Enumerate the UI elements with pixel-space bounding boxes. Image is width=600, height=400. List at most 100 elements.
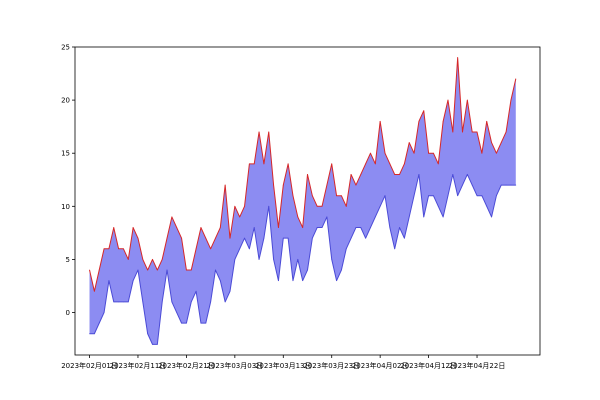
upper-data-point (491, 142, 492, 143)
upper-data-point (413, 152, 415, 154)
upper-data-point (190, 269, 192, 271)
y-tick-label: 10 (61, 203, 70, 211)
lower-data-point (500, 184, 502, 186)
upper-data-point (345, 205, 347, 207)
lower-data-point (224, 301, 226, 303)
x-tick-label: 2023年04月02日 (352, 361, 409, 370)
lower-data-point (161, 301, 163, 303)
lower-data-point (447, 195, 449, 197)
lower-data-point (496, 195, 497, 197)
upper-data-point (481, 152, 483, 154)
upper-data-point (302, 227, 304, 228)
lower-data-point (316, 227, 318, 228)
lower-data-point (399, 227, 400, 228)
y-tick-label: 15 (61, 150, 70, 158)
lower-data-point (278, 280, 279, 282)
x-tick-label: 2023年02月21日 (158, 361, 215, 370)
lower-data-point (219, 280, 221, 282)
upper-data-point (336, 195, 337, 197)
lower-data-point (355, 227, 357, 228)
lower-data-point (190, 301, 192, 303)
upper-data-point (166, 237, 168, 239)
lower-data-point (403, 237, 405, 239)
upper-data-point (263, 163, 265, 165)
lower-data-point (142, 301, 144, 303)
upper-data-point (186, 269, 187, 271)
upper-data-point (496, 152, 497, 154)
lower-data-point (510, 184, 512, 186)
lower-data-point (93, 333, 95, 335)
lower-data-point (515, 184, 517, 186)
lower-data-point (108, 280, 110, 282)
lower-data-point (491, 216, 492, 218)
lower-data-point (476, 195, 478, 197)
lower-data-point (394, 248, 396, 250)
upper-data-point (234, 205, 236, 207)
x-tick-label: 2023年02月11日 (110, 361, 167, 370)
lower-data-point (282, 237, 284, 239)
lower-data-point (307, 269, 308, 271)
x-tick-label: 2023年03月03日 (207, 361, 264, 370)
upper-data-point (433, 152, 434, 154)
upper-data-point (147, 269, 149, 271)
lower-data-point (176, 312, 178, 313)
upper-data-point (268, 131, 270, 133)
upper-data-point (379, 120, 381, 122)
lower-data-point (350, 237, 352, 239)
upper-data-point (273, 184, 274, 186)
upper-data-point (103, 248, 105, 250)
lower-data-point (437, 205, 439, 207)
upper-data-point (239, 216, 241, 218)
lower-series-points (89, 174, 517, 345)
upper-data-point (181, 237, 182, 239)
lower-data-point (365, 237, 367, 239)
upper-data-point (500, 142, 502, 143)
upper-data-point (307, 174, 308, 175)
upper-data-point (176, 227, 178, 228)
upper-data-point (297, 216, 299, 218)
upper-data-point (442, 120, 444, 122)
upper-data-point (118, 248, 119, 250)
upper-data-point (195, 248, 197, 250)
upper-data-point (326, 184, 328, 186)
upper-data-point (127, 259, 129, 260)
upper-series-points (89, 57, 517, 292)
upper-data-point (152, 259, 153, 260)
lower-data-point (113, 301, 115, 303)
upper-data-point (505, 131, 507, 133)
lower-data-point (418, 174, 420, 175)
upper-data-point (215, 237, 216, 239)
upper-data-point (98, 269, 100, 271)
lower-data-point (413, 195, 415, 197)
upper-data-point (374, 163, 376, 165)
fill-between-region (89, 57, 516, 345)
upper-data-point (137, 237, 139, 239)
upper-data-point (476, 131, 478, 133)
lower-data-point (273, 259, 274, 260)
upper-data-point (457, 57, 459, 59)
lower-data-point (457, 195, 459, 197)
upper-data-point (200, 227, 202, 228)
y-tick-label: 25 (61, 44, 70, 52)
lower-data-point (234, 259, 236, 260)
upper-data-point (205, 237, 207, 239)
upper-data-point (229, 237, 231, 239)
upper-data-point (408, 142, 410, 143)
lower-data-point (263, 237, 265, 239)
upper-data-point (219, 227, 221, 228)
lower-data-point (118, 301, 119, 303)
lower-data-point (268, 205, 270, 207)
lower-data-point (287, 237, 289, 239)
upper-data-point (113, 227, 115, 228)
upper-data-point (278, 227, 279, 228)
y-axis: 0 5 10 15 20 25 (61, 44, 75, 317)
series-lines (89, 57, 517, 345)
fill-between-area (89, 57, 516, 345)
lower-data-point (127, 301, 129, 303)
lower-data-point (89, 333, 90, 335)
upper-data-point (360, 174, 362, 175)
lower-data-point (462, 184, 463, 186)
lower-data-point (258, 259, 260, 260)
upper-data-point (253, 163, 255, 165)
